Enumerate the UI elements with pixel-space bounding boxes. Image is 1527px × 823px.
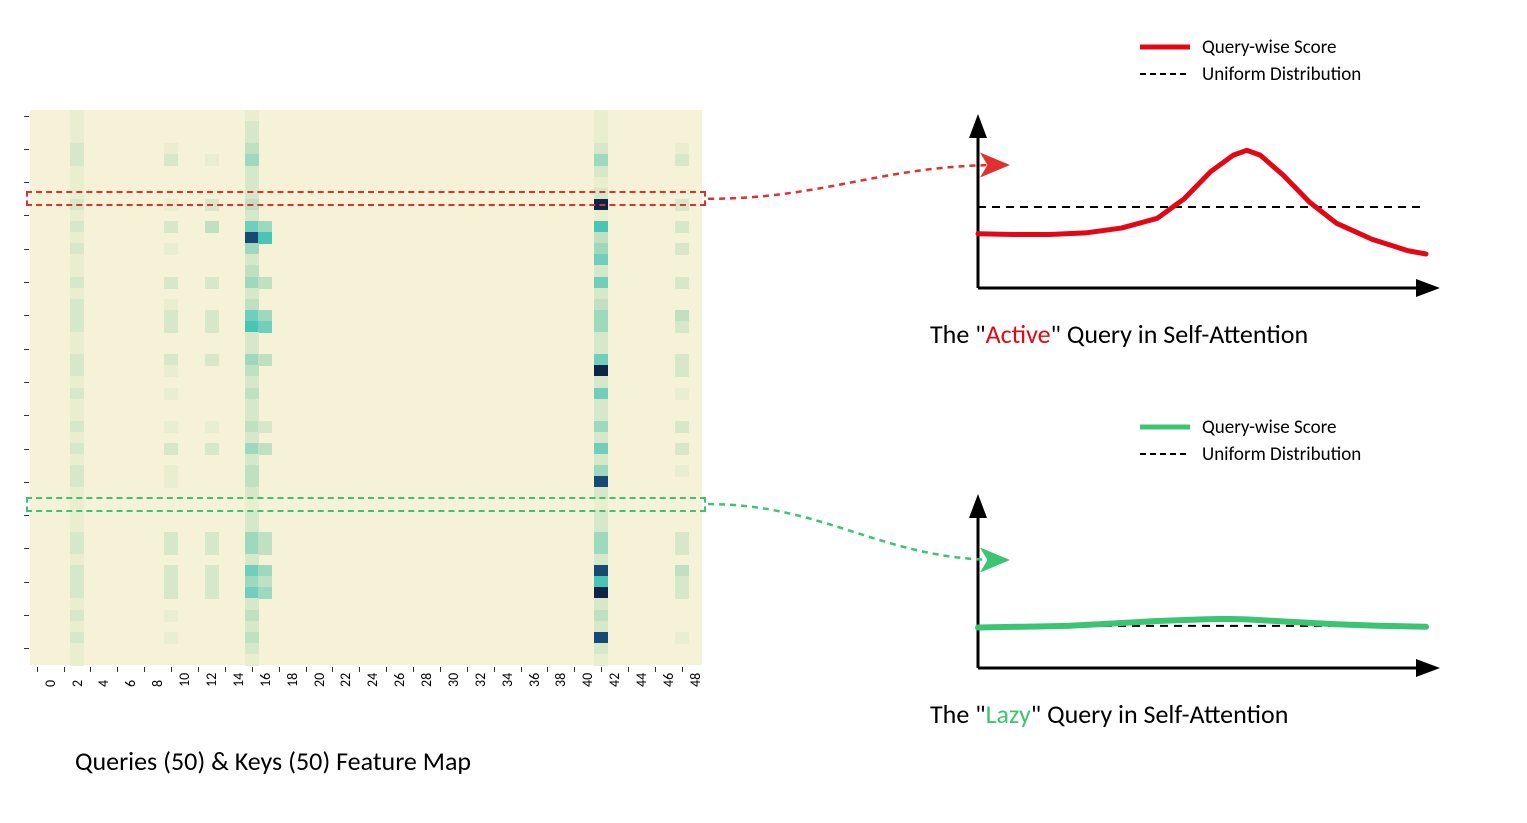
heatmap-panel: 036912151821242730333639424548 024681012… xyxy=(30,110,702,665)
heatmap-grid xyxy=(30,110,702,665)
lazy-caption-suffix: " Query in Self-Attention xyxy=(1031,698,1289,730)
active-legend: Query-wise Score Uniform Distribution xyxy=(1140,32,1361,90)
lazy-chart-caption: The "Lazy" Query in Self-Attention xyxy=(930,698,1288,730)
active-legend-score: Query-wise Score xyxy=(1140,36,1361,59)
active-caption-word: Active xyxy=(986,318,1051,350)
active-legend-score-swatch xyxy=(1140,38,1190,57)
active-caption-prefix: The " xyxy=(930,318,986,350)
lazy-legend-score: Query-wise Score xyxy=(1140,416,1361,439)
lazy-legend-uniform-swatch xyxy=(1140,445,1190,464)
lazy-legend-uniform-label: Uniform Distribution xyxy=(1202,443,1361,466)
active-legend-uniform-swatch xyxy=(1140,65,1190,84)
lazy-legend: Query-wise Score Uniform Distribution xyxy=(1140,412,1361,470)
lazy-caption-prefix: The " xyxy=(930,698,986,730)
heatmap-caption: Queries (50) & Keys (50) Feature Map xyxy=(75,745,471,777)
active-legend-uniform-label: Uniform Distribution xyxy=(1202,63,1361,86)
active-caption-suffix: " Query in Self-Attention xyxy=(1051,318,1309,350)
active-chart-svg xyxy=(960,112,1440,302)
lazy-legend-score-swatch xyxy=(1140,418,1190,437)
lazy-chart-svg xyxy=(960,492,1440,682)
active-chart xyxy=(960,112,1440,307)
lazy-legend-score-label: Query-wise Score xyxy=(1202,416,1337,439)
lazy-chart xyxy=(960,492,1440,687)
active-legend-score-label: Query-wise Score xyxy=(1202,36,1337,59)
lazy-caption-word: Lazy xyxy=(986,698,1031,730)
lazy-legend-uniform: Uniform Distribution xyxy=(1140,443,1361,466)
active-legend-uniform: Uniform Distribution xyxy=(1140,63,1361,86)
active-chart-caption: The "Active" Query in Self-Attention xyxy=(930,318,1308,350)
